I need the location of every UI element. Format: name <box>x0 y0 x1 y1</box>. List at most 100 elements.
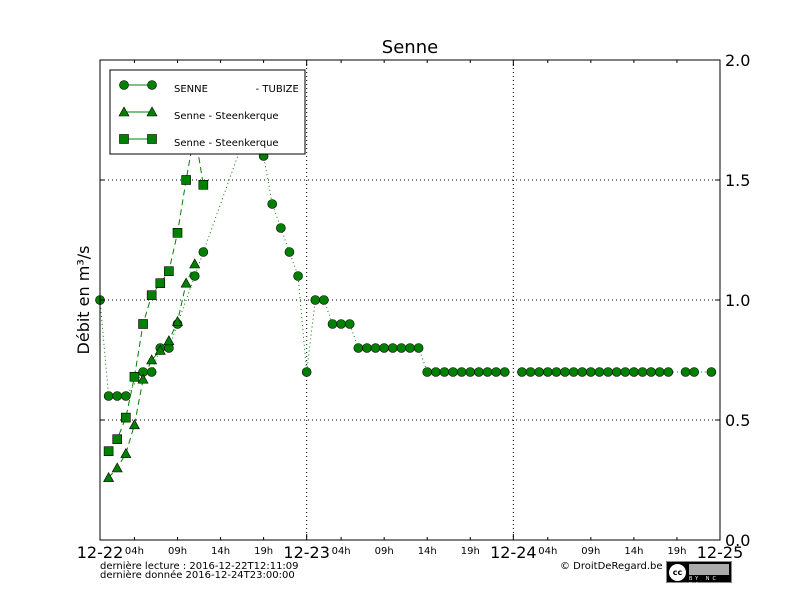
copyright-text: © DroitDeRegard.be <box>560 561 663 572</box>
data-point-triangle <box>171 315 184 326</box>
y-tick-label: 1.5 <box>725 171 750 190</box>
x-minor-tick-label: 14h <box>211 546 230 557</box>
x-minor-tick-label: 19h <box>254 546 273 557</box>
data-point-triangle <box>137 373 149 384</box>
legend-marker-triangle <box>118 106 130 117</box>
data-point-circle <box>594 367 605 377</box>
last-read-text: dernière lecture : 2016-12-22T12:11:09 <box>100 561 299 572</box>
legend-label: Senne - Steenkerque <box>174 138 279 149</box>
data-point-square <box>138 319 148 329</box>
data-point-triangle <box>128 419 140 430</box>
x-minor-tick-label: 14h <box>418 546 437 557</box>
x-major-tick-label: 12-25 <box>697 543 744 562</box>
y-tick-label: 0.5 <box>725 411 750 430</box>
data-point-circle <box>370 343 381 353</box>
legend: SENNE - TUBIZE Senne - Steenkerque Senne -… <box>109 69 306 155</box>
data-point-square <box>198 180 209 190</box>
legend-label: Senne - Steenkerque <box>174 111 279 122</box>
data-point-square <box>155 278 166 289</box>
legend-marker-circle <box>119 80 129 90</box>
data-point-circle <box>534 367 544 377</box>
grid <box>100 60 720 540</box>
data-point-circle <box>448 367 458 377</box>
x-minor-tick-label: 14h <box>624 546 643 557</box>
series-line <box>108 263 196 478</box>
data-point-circle <box>319 295 329 305</box>
data-point-triangle <box>146 354 158 365</box>
x-minor-tick-label: 04h <box>332 546 351 557</box>
y-tick-label: 1.0 <box>725 291 750 310</box>
data-point-circle <box>112 391 123 401</box>
data-point-circle <box>439 367 450 377</box>
data-point-circle <box>499 367 510 377</box>
data-point-circle <box>474 367 484 377</box>
data-point-circle <box>387 343 398 353</box>
y-tick-label: 0.0 <box>725 531 750 550</box>
data-point-circle <box>344 319 355 329</box>
data-point-circle <box>482 367 493 377</box>
data-point-square <box>121 412 131 423</box>
data-point-square <box>164 266 174 277</box>
x-minor-tick-label: 09h <box>581 546 600 557</box>
data-point-triangle <box>189 258 201 269</box>
data-point-square <box>112 434 123 445</box>
data-point-circle <box>706 367 717 377</box>
data-point-circle <box>551 367 562 377</box>
data-point-triangle <box>111 462 123 473</box>
data-point-circle <box>396 343 407 353</box>
data-point-triangle <box>103 471 115 482</box>
legend-label: SENNE - TUBIZE <box>174 84 299 95</box>
x-minor-tick-label: 19h <box>667 546 686 557</box>
y-tick-label: 2.0 <box>725 51 750 70</box>
data-point-circle <box>611 367 622 377</box>
data-point-circle <box>654 367 665 377</box>
chart-title: Senne <box>382 37 438 58</box>
data-point-triangle <box>180 277 192 288</box>
x-minor-tick-label: 04h <box>538 546 557 557</box>
data-point-circle <box>405 343 415 353</box>
data-point-triangle <box>163 335 175 346</box>
data-point-circle <box>422 367 433 377</box>
data-point-circle <box>465 367 476 377</box>
x-major-tick-label: 12-24 <box>490 543 537 562</box>
data-point-circle <box>689 367 699 377</box>
series-circle <box>95 103 717 401</box>
data-point-circle <box>362 343 372 353</box>
data-point-circle <box>379 343 389 353</box>
legend-marker-square <box>147 134 157 144</box>
data-point-circle <box>568 367 579 377</box>
data-point-circle <box>121 391 131 401</box>
data-point-square <box>181 175 191 185</box>
x-minor-tick-label: 19h <box>461 546 480 557</box>
data-point-circle <box>310 295 321 305</box>
data-point-circle <box>336 319 346 329</box>
data-point-circle <box>267 199 278 209</box>
y-axis-label: Débit en m³/s <box>74 246 93 355</box>
legend-marker-square <box>119 134 129 144</box>
data-point-circle <box>525 367 536 377</box>
data-point-circle <box>103 391 114 401</box>
data-point-square <box>172 228 183 238</box>
data-point-circle <box>577 367 588 377</box>
data-point-circle <box>663 367 674 377</box>
data-point-circle <box>680 367 691 377</box>
data-point-square <box>129 371 140 382</box>
legend-marker-circle <box>147 80 157 90</box>
legend-marker-triangle <box>146 106 158 117</box>
data-point-square <box>103 446 114 457</box>
data-point-circle <box>284 247 295 257</box>
data-point-circle <box>327 319 338 329</box>
data-point-triangle <box>120 447 132 458</box>
data-point-circle <box>456 367 467 377</box>
x-major-tick-label: 12-22 <box>77 543 124 562</box>
data-point-circle <box>646 367 656 377</box>
data-point-circle <box>146 367 157 377</box>
data-point-circle <box>301 367 312 377</box>
series-square <box>103 127 209 457</box>
data-point-circle <box>542 367 553 377</box>
data-point-square <box>146 290 157 301</box>
data-point-circle <box>620 367 631 377</box>
cc-license-logo[interactable]: cc BY NC SA <box>666 561 732 588</box>
x-minor-tick-label: 09h <box>168 546 187 557</box>
